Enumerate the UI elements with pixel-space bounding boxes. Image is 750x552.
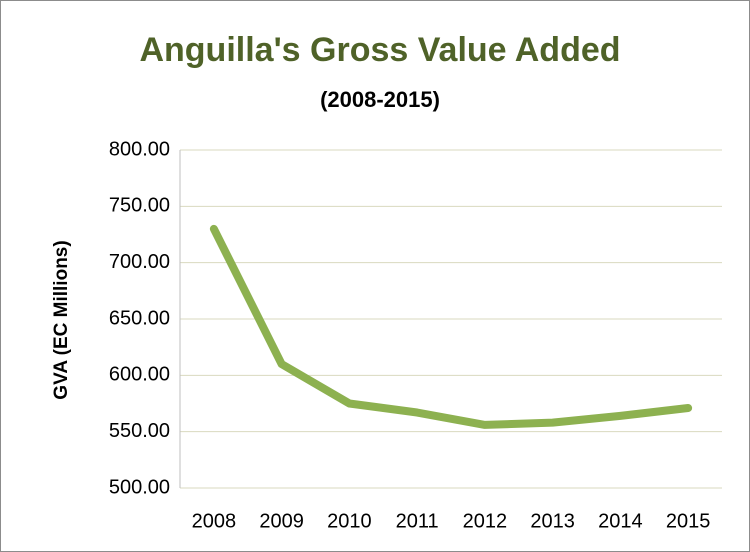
- x-tick-label: 2014: [598, 510, 643, 532]
- y-tick-label: 700.00: [109, 251, 170, 273]
- plot: [209, 224, 693, 429]
- y-tick-label: 550.00: [109, 420, 170, 442]
- y-tick-label: 750.00: [109, 195, 170, 217]
- y-tick-label: 650.00: [109, 307, 170, 329]
- x-tick-label: 2013: [530, 510, 575, 532]
- chart-subtitle: (2008-2015): [320, 87, 440, 112]
- x-tick-label: 2015: [666, 510, 711, 532]
- x-tick-label: 2010: [327, 510, 372, 532]
- x-tick-label: 2008: [192, 510, 237, 532]
- x-tick-label: 2012: [463, 510, 508, 532]
- data-line: [209, 224, 693, 429]
- y-tick-label: 600.00: [109, 364, 170, 386]
- y-tick-label: 800.00: [109, 138, 170, 160]
- x-tick-label: 2011: [396, 510, 439, 532]
- y-tick-label: 500.00: [109, 476, 170, 498]
- y-axis-label: GVA (EC Millions): [51, 240, 72, 399]
- chart-title: Anguilla's Gross Value Added: [139, 31, 620, 69]
- x-tick-label: 2009: [259, 510, 304, 532]
- grid: 500.00 550.00 600.00 650.00 700.00 750.00 800.…: [109, 138, 722, 532]
